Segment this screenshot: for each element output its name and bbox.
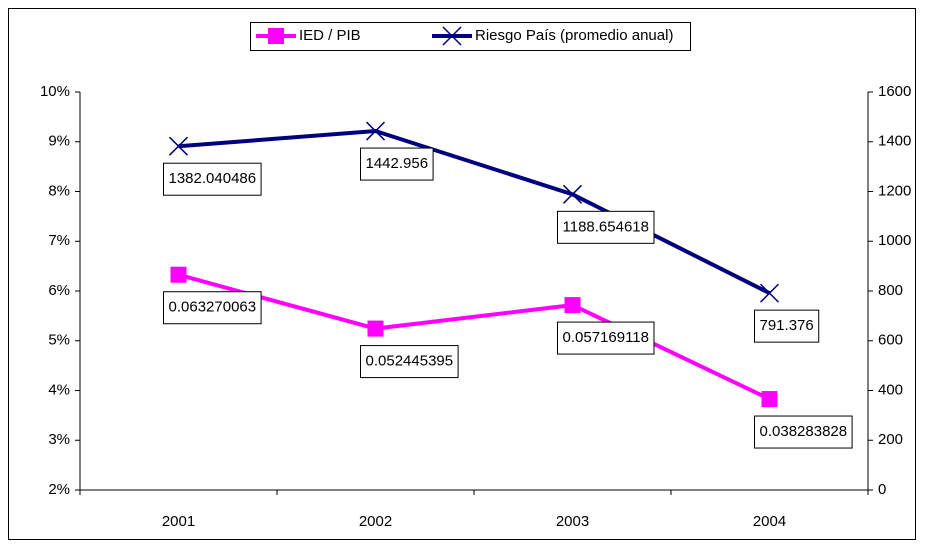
y-tick-label: 7% <box>48 232 70 249</box>
data-label: 1442.956 <box>360 147 434 181</box>
marker <box>562 184 583 204</box>
legend-label: Riesgo País (promedio anual) <box>475 27 673 44</box>
data-label-text: 1382.040486 <box>169 170 257 187</box>
data-label-box <box>557 321 655 355</box>
y2-tick-label: 1600 <box>878 83 911 100</box>
data-label-box <box>163 162 262 196</box>
marker <box>365 121 386 141</box>
data-label-text: 0.052445395 <box>366 353 454 370</box>
y2-tick-label: 400 <box>878 381 903 398</box>
data-label: 0.052445395 <box>360 345 459 379</box>
data-label-text: 0.038283828 <box>760 423 848 440</box>
y2-tick-label: 1400 <box>878 133 911 150</box>
y-tick-label: 4% <box>48 381 70 398</box>
y2-tick-label: 600 <box>878 332 903 349</box>
data-label-text: 0.063270063 <box>169 299 257 316</box>
data-label-box <box>360 147 434 181</box>
y2-tick-label: 0 <box>878 481 886 498</box>
y2-tick-label: 1000 <box>878 232 911 249</box>
x-tick-label: 2001 <box>162 513 195 530</box>
marker <box>442 26 462 46</box>
x-tick-label: 2002 <box>359 513 392 530</box>
y-tick-label: 8% <box>48 182 70 199</box>
marker <box>759 283 780 303</box>
y-tick-label: 5% <box>48 332 70 349</box>
data-label: 1188.654618 <box>557 210 655 244</box>
y-tick-label: 2% <box>48 481 70 498</box>
data-label-text: 1442.956 <box>366 155 429 172</box>
y-tick-label: 10% <box>40 83 70 100</box>
marker <box>367 320 384 337</box>
data-label: 0.057169118 <box>557 321 655 355</box>
chart-border <box>8 8 916 540</box>
data-label-box <box>754 309 820 343</box>
y-tick-label: 3% <box>48 431 70 448</box>
y-tick-label: 9% <box>48 133 70 150</box>
marker <box>564 297 581 314</box>
marker <box>170 266 187 283</box>
data-label: 791.376 <box>754 309 820 343</box>
y-tick-label: 6% <box>48 282 70 299</box>
data-label-box <box>557 210 655 244</box>
data-label-box <box>360 345 459 379</box>
data-label-box <box>754 415 853 449</box>
y2-tick-label: 800 <box>878 282 903 299</box>
x-tick-label: 2003 <box>556 513 589 530</box>
series-line <box>177 272 771 401</box>
data-label: 0.063270063 <box>163 291 262 325</box>
data-label-text: 0.057169118 <box>563 329 649 346</box>
series-line <box>178 129 771 295</box>
marker <box>761 391 778 408</box>
data-label: 0.038283828 <box>754 415 853 449</box>
marker <box>168 136 189 156</box>
data-label-text: 791.376 <box>760 317 814 334</box>
data-label: 1382.040486 <box>163 162 262 196</box>
data-label-box <box>163 291 262 325</box>
data-label-text: 1188.654618 <box>563 218 649 235</box>
marker <box>268 28 284 44</box>
x-tick-label: 2004 <box>753 513 786 530</box>
y2-tick-label: 1200 <box>878 182 911 199</box>
y2-tick-label: 200 <box>878 431 903 448</box>
legend-label: IED / PIB <box>299 27 361 44</box>
